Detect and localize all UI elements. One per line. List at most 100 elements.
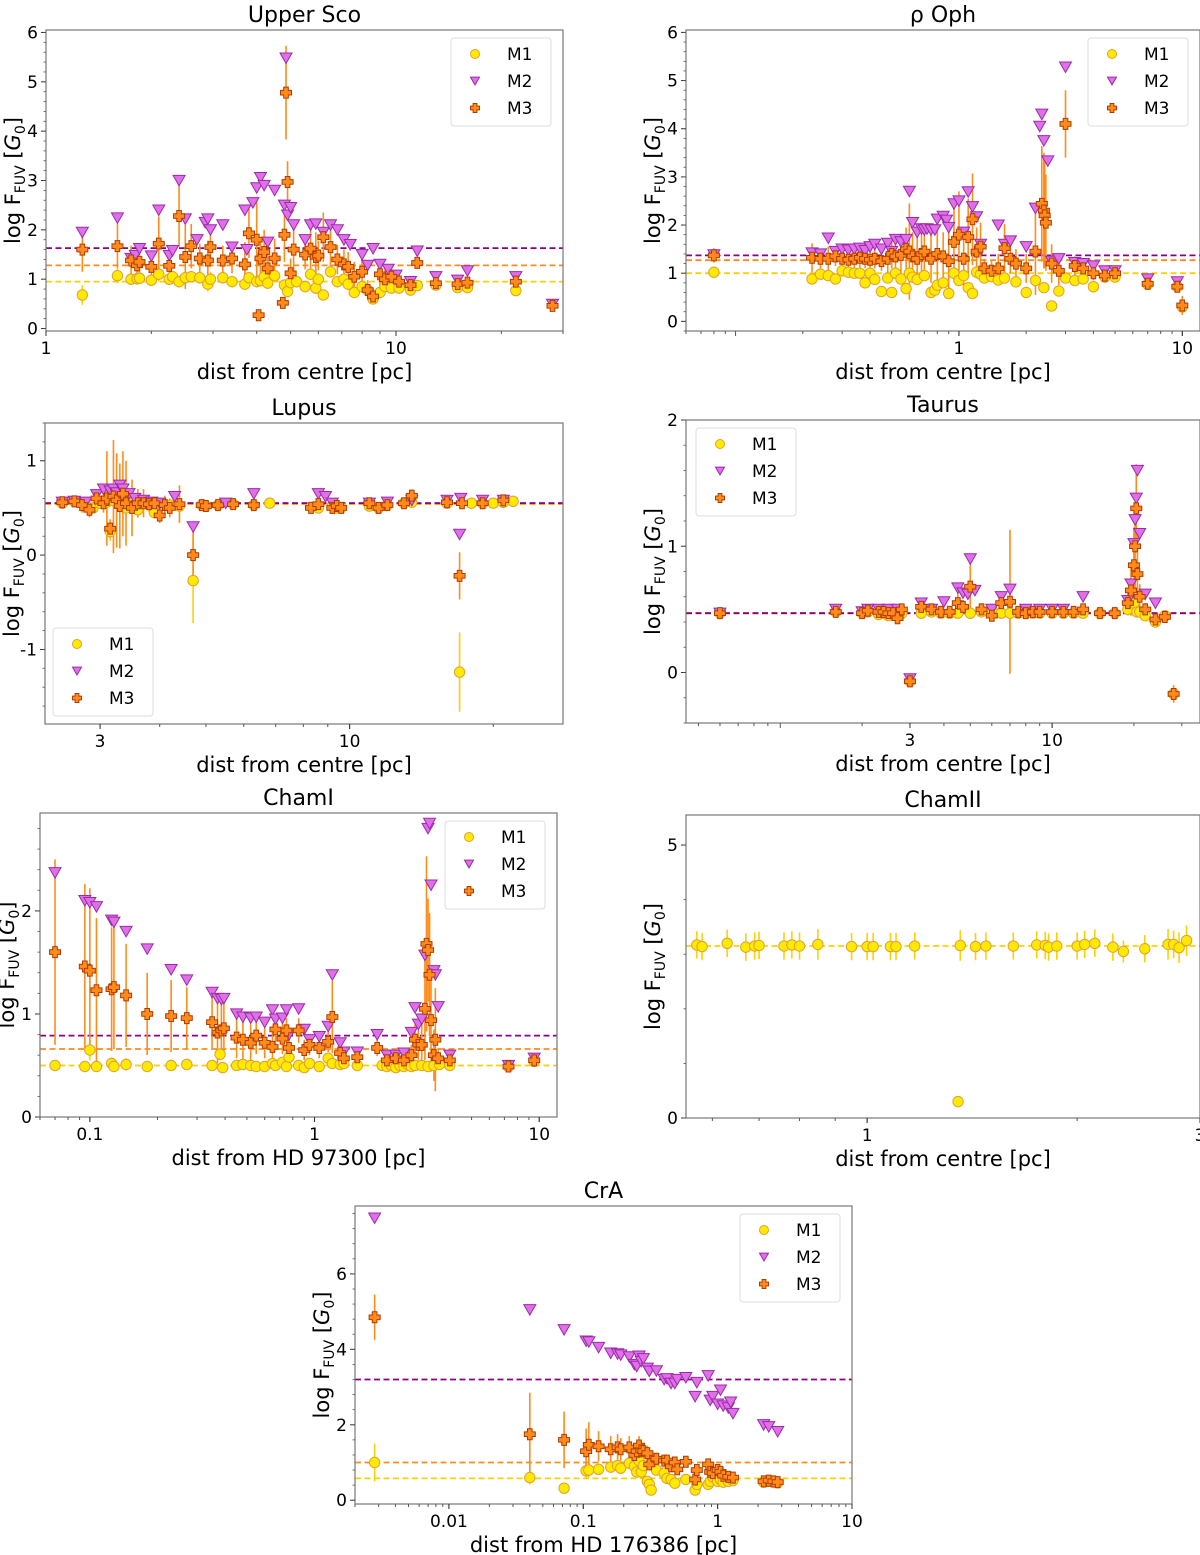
legend-label-m1: M1 — [796, 1221, 821, 1241]
y-label-g: G — [1, 134, 25, 150]
m1-point — [204, 273, 217, 285]
m3-point — [153, 509, 166, 522]
m3-point — [1130, 502, 1143, 515]
y-axis-label: log FFUV [G0] — [641, 903, 669, 1030]
y-tick-label: 4 — [336, 1340, 347, 1360]
m1-point — [268, 270, 281, 282]
m2-point — [994, 591, 1009, 604]
m1-point — [721, 937, 733, 949]
m1-point — [368, 1456, 381, 1469]
y-tick-label: 3 — [667, 168, 678, 188]
y-label-g: G — [641, 525, 665, 541]
m3-point — [227, 498, 240, 511]
m2-point — [941, 221, 956, 234]
m3-point — [312, 249, 325, 262]
m2-point — [179, 974, 194, 987]
m2-point — [279, 1004, 294, 1017]
m2-point — [408, 1002, 422, 1015]
m3-point — [582, 1438, 595, 1451]
m2-point — [330, 224, 345, 237]
m1-point — [1029, 274, 1042, 287]
m2-point — [404, 1026, 419, 1039]
m1-point — [1038, 281, 1050, 294]
y-tick-label: 4 — [27, 122, 38, 142]
m2-point — [132, 242, 147, 256]
m3-point — [528, 1054, 541, 1067]
legend-label-m2: M2 — [796, 1248, 821, 1268]
m3-point — [415, 1038, 428, 1051]
y-label-g: G — [0, 919, 19, 935]
m1-point — [342, 278, 354, 290]
m3-point — [978, 262, 991, 275]
m1-point — [214, 1048, 226, 1060]
y-tick-label: 1 — [667, 537, 678, 557]
m3-point — [707, 249, 720, 262]
m2-point — [217, 992, 231, 1005]
panel-cra: CrA 0.01 0.1 1 10 0 2 4 6 dist from HD 176386 [pc… — [310, 1179, 863, 1555]
m1-point — [76, 289, 89, 301]
m2-point — [758, 1252, 770, 1263]
y-label-log: log F — [0, 586, 24, 637]
m1-point — [348, 286, 360, 299]
y-axis-label: log FFUV [G0] — [0, 510, 28, 637]
m1-point — [759, 1225, 769, 1235]
m3-point — [1129, 540, 1142, 553]
m3-point — [966, 213, 979, 226]
m3-point — [453, 569, 466, 582]
m3-point — [425, 1014, 438, 1027]
m2-point — [713, 1384, 728, 1397]
m2-point — [522, 1304, 537, 1317]
m3-point — [1087, 267, 1100, 280]
y-label-g: G — [641, 920, 665, 936]
m3-point — [266, 1040, 279, 1053]
m3-point — [284, 267, 297, 280]
x-tick-label: 1 — [41, 339, 52, 359]
m1-point — [1180, 934, 1193, 947]
m2-point — [770, 1425, 785, 1438]
m3-point — [671, 1463, 684, 1476]
m3-point — [1068, 259, 1081, 272]
m3-point — [322, 1035, 335, 1048]
m1-point — [153, 268, 165, 280]
m2-point — [333, 1037, 347, 1050]
m2-point — [899, 233, 913, 246]
y-tick-label: -1 — [20, 640, 37, 660]
m3-point — [367, 290, 380, 303]
legend-label-m2: M2 — [507, 72, 532, 92]
m3-point — [252, 309, 265, 322]
m2-point — [291, 1003, 306, 1016]
m1-point — [615, 1462, 627, 1474]
y-tick-label: 4 — [667, 120, 678, 140]
legend-box — [444, 820, 546, 910]
legend-label-m1: M1 — [752, 435, 777, 455]
m3-point — [957, 252, 970, 265]
y-label-sub-0: 0 — [13, 125, 29, 134]
m1-point — [954, 939, 966, 952]
m2-point — [370, 1028, 385, 1041]
m2-point — [321, 1020, 336, 1033]
plot-area — [686, 464, 1200, 703]
m3-point — [429, 1033, 442, 1046]
m1-point — [72, 639, 82, 649]
m3-point — [1067, 605, 1080, 618]
y-tick-label: 1 — [21, 1005, 32, 1025]
m3-point — [836, 252, 849, 265]
m3-point — [1093, 607, 1106, 620]
y-tick-label: 2 — [667, 411, 678, 431]
m2-point — [1129, 492, 1144, 505]
panel-lupus: Lupus 3 10 -1 0 1 dist from centre [pc] log FFU… — [0, 396, 564, 777]
m3-point — [280, 86, 293, 99]
m2-point — [367, 1212, 382, 1225]
m3-point — [287, 243, 300, 256]
m3-point — [216, 254, 229, 267]
m3-point — [283, 1041, 296, 1054]
m2-point — [939, 214, 954, 227]
m3-point — [690, 1464, 703, 1477]
chart-title: ChamII — [904, 788, 981, 813]
m1-point — [943, 287, 955, 300]
y-tick-label: 5 — [27, 73, 38, 93]
y-tick-label: 3 — [27, 172, 38, 192]
m3-point — [356, 265, 369, 278]
x-tick-label: 1 — [712, 1512, 723, 1532]
m2-point — [75, 226, 90, 239]
